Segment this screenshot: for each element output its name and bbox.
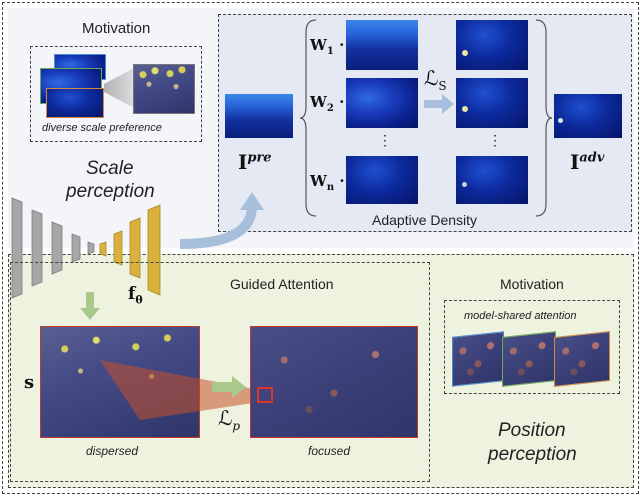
dispersed-to-focused-arrow bbox=[212, 376, 246, 398]
decoder-block-3 bbox=[129, 217, 141, 279]
right-brace bbox=[535, 19, 552, 217]
weighted-image-1 bbox=[346, 20, 418, 70]
encoder-block-4 bbox=[71, 233, 81, 263]
guided-attention-title: Guided Attention bbox=[230, 276, 334, 292]
shared-attention-image-3 bbox=[554, 331, 610, 387]
bottom-motivation-title: Motivation bbox=[500, 276, 564, 292]
vdots-2: ⋮ bbox=[488, 132, 502, 148]
encoder-block-1 bbox=[11, 197, 23, 299]
dispersed-to-focus-cone bbox=[100, 360, 260, 420]
output-hotspot-1 bbox=[462, 50, 468, 56]
focused-image bbox=[250, 326, 418, 438]
i-pre-label: Ipre bbox=[238, 150, 272, 174]
bottom-motivation-caption: model-shared attention bbox=[464, 310, 577, 322]
model-network bbox=[11, 197, 161, 299]
weight-label-n: Wn · bbox=[310, 172, 345, 193]
scale-perception-line-1: Scale bbox=[86, 158, 134, 179]
i-adv-image bbox=[554, 94, 622, 138]
top-motivation-title: Motivation bbox=[82, 20, 151, 37]
top-motivation-caption: diverse scale preference bbox=[42, 122, 162, 134]
model-label: fθ bbox=[128, 284, 143, 307]
decoder-block-2 bbox=[113, 230, 123, 266]
s-label: s bbox=[24, 372, 35, 393]
model-to-s-arrow bbox=[80, 292, 100, 320]
scale-pref-crowd-image bbox=[133, 64, 195, 114]
dispersed-caption: dispersed bbox=[86, 444, 139, 458]
bottom-motivation-box bbox=[444, 300, 620, 394]
guided-attention-box bbox=[10, 262, 430, 482]
output-image-1 bbox=[456, 20, 528, 70]
model-to-pre-arrow bbox=[180, 192, 264, 249]
adaptive-density-label: Adaptive Density bbox=[372, 212, 478, 228]
decoder-block-1 bbox=[99, 241, 107, 257]
loss-p-label: ℒp bbox=[218, 406, 241, 433]
focused-caption: focused bbox=[308, 444, 351, 458]
position-perception-line-2: perception bbox=[488, 444, 577, 465]
output-hotspot-n bbox=[462, 182, 467, 187]
focus-region-box bbox=[257, 387, 273, 403]
loss-s-arrow bbox=[424, 94, 454, 114]
shared-attention-image-1 bbox=[452, 331, 504, 387]
encoder-block-2 bbox=[31, 209, 43, 287]
loss-s-label: ℒS bbox=[424, 66, 447, 93]
encoder-block-3 bbox=[51, 221, 63, 275]
left-brace bbox=[300, 19, 317, 217]
position-perception-line-1: Position bbox=[498, 420, 566, 441]
top-motivation-box bbox=[30, 46, 202, 142]
decoder-block-4 bbox=[147, 204, 161, 296]
scale-pref-image-3 bbox=[46, 88, 104, 118]
weighted-image-2 bbox=[346, 78, 418, 128]
weight-label-1: W1 · bbox=[310, 36, 345, 57]
scale-perception-line-2: perception bbox=[66, 181, 155, 202]
output-hotspot-2 bbox=[462, 106, 468, 112]
output-image-n bbox=[456, 156, 528, 204]
output-image-2 bbox=[456, 78, 528, 128]
weighted-image-n bbox=[346, 156, 418, 204]
i-adv-hotspot bbox=[558, 118, 563, 123]
shared-attention-image-2 bbox=[502, 331, 556, 387]
encoder-block-5 bbox=[87, 241, 95, 255]
i-pre-image bbox=[225, 94, 293, 138]
i-adv-label: Iadv bbox=[570, 150, 605, 174]
vdots-1: ⋮ bbox=[378, 132, 392, 148]
weight-label-2: W2 · bbox=[310, 93, 345, 114]
